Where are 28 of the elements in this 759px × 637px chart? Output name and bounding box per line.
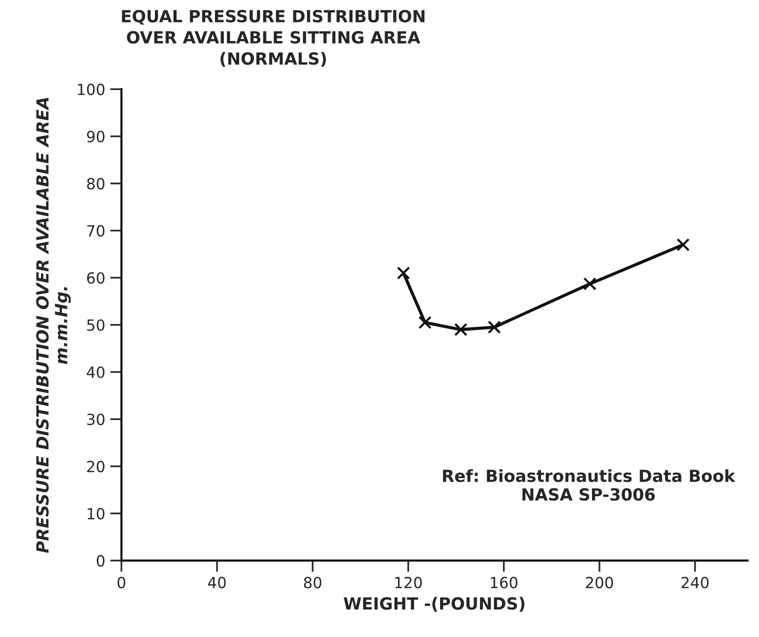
x-tick-label: 40: [208, 576, 226, 588]
y-tick-label: 0: [96, 555, 104, 567]
chart-title: EQUAL PRESSURE DISTRIBUTION OVER AVAILABLE SITTING AREA (NORMALS): [122, 10, 424, 67]
y-tick-label: 90: [86, 130, 104, 142]
y-tick-label: 100: [78, 84, 104, 96]
x-axis-title: WEIGHT -(POUNDS): [344, 596, 524, 612]
y-tick-label: 20: [87, 460, 104, 472]
point: [396, 266, 410, 280]
y-tick-label: 10: [88, 508, 104, 520]
x-tick-label: 160: [490, 576, 518, 588]
x-tick-label: 240: [682, 576, 709, 588]
x-tick-label: 80: [304, 576, 322, 588]
x-tick-label: 120: [395, 576, 422, 588]
y-tick-label: 30: [87, 414, 104, 426]
x-tick-label: 0: [118, 576, 126, 588]
point: [583, 277, 596, 290]
y-tick-label: 80: [87, 178, 104, 190]
point: [418, 316, 432, 330]
y-axis-title: PRESSURE DISTRIBUTION OVER AVAILABLE AREA m.m.Hg.: [36, 98, 71, 553]
point: [488, 320, 501, 334]
y-tick-label: 50: [87, 319, 104, 331]
annotation: Ref: Bioastronautics Data Book NASA SP-3006: [443, 469, 736, 501]
y-tick-label: 40: [86, 366, 104, 378]
y-tick-label: 70: [87, 225, 104, 237]
x-tick-label: 200: [586, 576, 613, 588]
point: [676, 238, 690, 252]
y-tick-label: 60: [87, 272, 104, 284]
point: [454, 322, 468, 336]
